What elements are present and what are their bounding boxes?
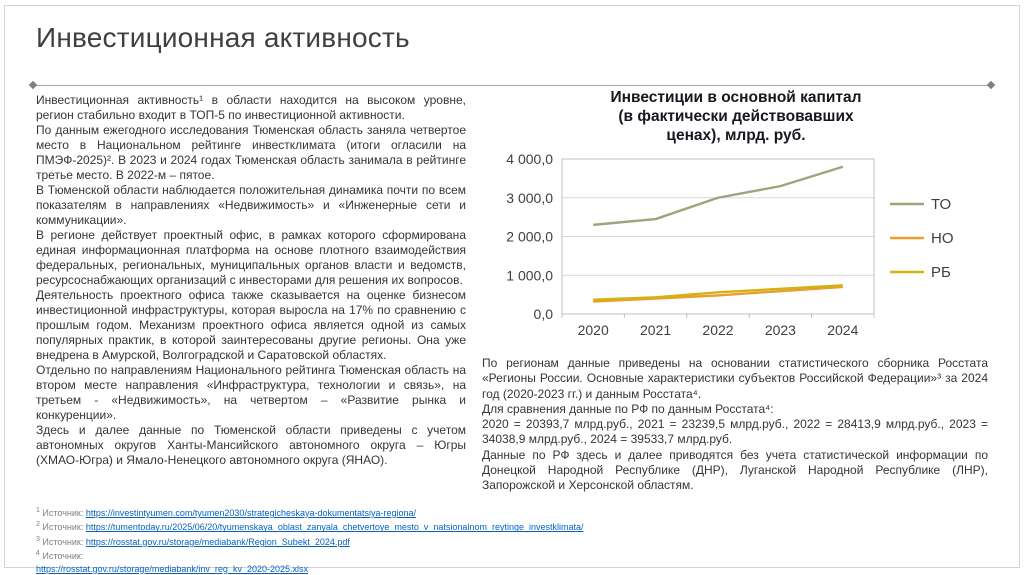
footnote-label: Источник: <box>42 536 84 547</box>
chart-title-line: ценах), млрд. руб. <box>666 127 806 144</box>
right-text-block: По регионам данные приведены на основани… <box>482 356 988 494</box>
legend-label-1: НО <box>931 230 954 247</box>
y-tick-label: 2 000,0 <box>506 229 553 245</box>
body-paragraph: Данные по РФ здесь и далее приводятся бе… <box>482 447 988 493</box>
y-tick-label: 3 000,0 <box>506 190 553 206</box>
body-paragraph: Для сравнения данные по РФ по данным Рос… <box>482 401 774 416</box>
footnote-label: Источник: <box>42 508 84 518</box>
x-tick-label: 2021 <box>640 322 671 338</box>
chart-title-line: Инвестиции в основной капитал <box>610 89 862 106</box>
footnote-link-1[interactable]: https://investintyumen.com/tyumen2030/st… <box>85 508 417 518</box>
body-paragraph: В регионе действует проектный офис, в ра… <box>36 228 466 287</box>
y-tick-label: 1 000,0 <box>506 267 553 283</box>
footnote-link-4[interactable]: https://rosstat.gov.ru/storage/mediabank… <box>36 563 308 574</box>
series-line-1 <box>593 285 843 303</box>
footnote-marker: 2 <box>36 521 40 529</box>
series-line-0 <box>593 165 844 227</box>
left-text-column: Инвестиционная активность¹ в области нах… <box>36 93 466 468</box>
investment-chart: 0,0 1 000,0 2 000,0 3 000,0 4 000,0 2020 2021 2… <box>482 149 990 350</box>
footnote-link-3[interactable]: https://rosstat.gov.ru/storage/mediabank… <box>85 536 350 547</box>
footnote-marker: 4 <box>36 550 40 558</box>
x-tick-label: 2022 <box>702 322 733 338</box>
body-paragraph: По регионам данные приведены на основани… <box>482 356 988 401</box>
x-tick-label: 2024 <box>827 322 858 338</box>
footnote-label: Источник: <box>42 551 84 562</box>
x-tick-label: 2023 <box>765 322 796 338</box>
footnotes: 1 Источник: https://investintyumen.com/t… <box>36 505 966 575</box>
series-line-2 <box>593 284 843 301</box>
body-paragraph: Инвестиционная активность¹ в области нах… <box>36 93 466 122</box>
plot-border <box>561 158 875 315</box>
body-paragraph: 2020 = 20393,7 млрд.руб., 2021 = 23239,5… <box>482 417 988 447</box>
page-title: Инвестиционная активность <box>36 22 410 53</box>
chart-title: Инвестиции в основной капитал (в фактиче… <box>571 88 901 145</box>
footnote-link-2[interactable]: https://tumentoday.ru/2025/06/20/tyumens… <box>85 522 584 533</box>
legend-label-2: РБ <box>931 264 951 281</box>
body-paragraph: Отдельно по направлениям Национального р… <box>36 363 466 422</box>
footnote-label: Источник: <box>42 522 84 533</box>
footnote-2: 2 Источник: https://tumentoday.ru/2025/0… <box>36 519 966 533</box>
body-paragraph: Здесь и далее данные по Тюменской област… <box>36 423 466 467</box>
y-tick-label: 0,0 <box>534 306 554 322</box>
chart-title-line: (в фактически действовавших <box>618 108 854 125</box>
body-paragraph: По данным ежегодного исследования Тюменс… <box>36 123 466 182</box>
body-paragraph: Деятельность проектного офиса также сказ… <box>36 288 466 362</box>
right-column: Инвестиции в основной капитал (в фактиче… <box>482 88 990 494</box>
body-paragraph: В Тюменской области наблюдается положите… <box>36 183 466 227</box>
x-tick-label: 2020 <box>578 322 609 338</box>
footnote-4: 4 Источник: https://rosstat.gov.ru/stora… <box>36 548 966 575</box>
footnote-3: 3 Источник: https://rosstat.gov.ru/stora… <box>36 534 966 548</box>
y-tick-label: 4 000,0 <box>506 151 553 167</box>
legend-label-0: ТО <box>931 196 951 213</box>
investment-chart-svg: 0,0 1 000,0 2 000,0 3 000,0 4 000,0 2020 2021 2… <box>506 151 954 338</box>
title-divider-line <box>34 85 990 86</box>
footnote-marker: 1 <box>36 507 40 514</box>
footnote-1: 1 Источник: https://investintyumen.com/t… <box>36 505 966 519</box>
footnote-marker: 3 <box>36 535 40 543</box>
